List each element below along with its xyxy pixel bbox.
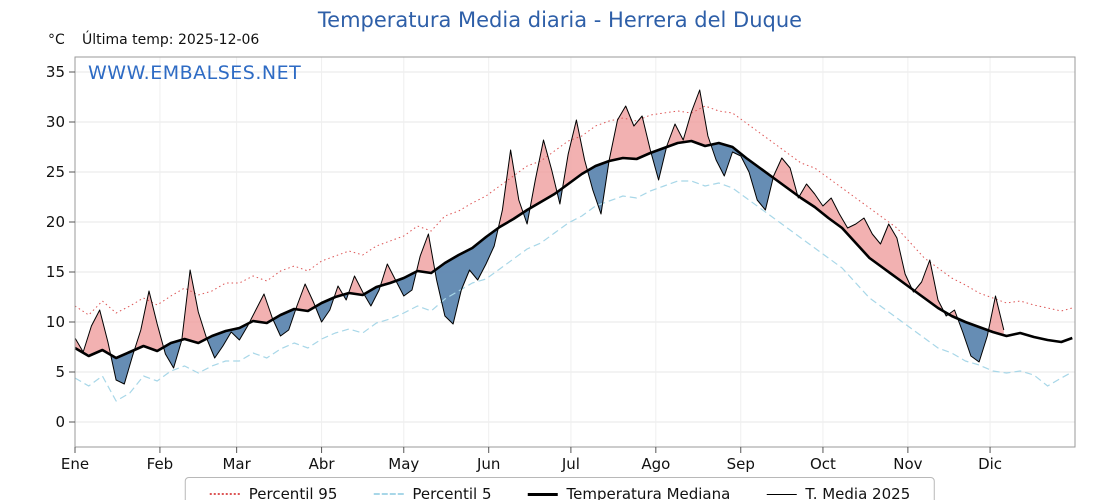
svg-text:5: 5 bbox=[55, 363, 65, 381]
svg-text:Sep: Sep bbox=[727, 455, 755, 473]
svg-text:Feb: Feb bbox=[147, 455, 174, 473]
svg-text:20: 20 bbox=[46, 213, 65, 231]
svg-text:Mar: Mar bbox=[222, 455, 251, 473]
watermark: WWW.EMBALSES.NET bbox=[88, 62, 302, 84]
svg-text:Ago: Ago bbox=[641, 455, 670, 473]
legend-label: Temperatura Mediana bbox=[566, 485, 731, 500]
legend-label: Percentil 5 bbox=[412, 485, 492, 500]
legend-item-percentil-95: Percentil 95 bbox=[209, 485, 338, 500]
percentil-5-line-sample bbox=[373, 493, 404, 495]
svg-text:35: 35 bbox=[46, 63, 65, 81]
svg-text:Oct: Oct bbox=[810, 455, 836, 473]
svg-text:0: 0 bbox=[55, 413, 65, 431]
svg-text:30: 30 bbox=[46, 113, 65, 131]
legend-item-percentil-5: Percentil 5 bbox=[373, 485, 491, 500]
percentil-95-line-sample bbox=[209, 493, 240, 495]
svg-text:25: 25 bbox=[46, 163, 65, 181]
legend: Percentil 95 Percentil 5 Temperatura Med… bbox=[184, 477, 936, 500]
legend-label: T. Media 2025 bbox=[805, 485, 911, 500]
svg-text:Dic: Dic bbox=[978, 455, 1002, 473]
svg-text:Jul: Jul bbox=[561, 455, 580, 473]
svg-text:Nov: Nov bbox=[893, 455, 922, 473]
svg-text:10: 10 bbox=[46, 313, 65, 331]
legend-label: Percentil 95 bbox=[248, 485, 338, 500]
svg-text:Ene: Ene bbox=[61, 455, 89, 473]
page-title: Temperatura Media diaria - Herrera del D… bbox=[317, 8, 803, 32]
svg-text:May: May bbox=[388, 455, 419, 473]
mediana-line-sample bbox=[527, 492, 558, 496]
svg-text:Abr: Abr bbox=[309, 455, 336, 473]
svg-text:Jun: Jun bbox=[476, 455, 500, 473]
t-media-2025-line-sample bbox=[766, 493, 797, 495]
last-temp-label: Última temp: 2025-12-06 bbox=[82, 32, 260, 48]
legend-item-t-media-2025: T. Media 2025 bbox=[766, 485, 910, 500]
svg-text:15: 15 bbox=[46, 263, 65, 281]
legend-item-mediana: Temperatura Mediana bbox=[527, 485, 730, 500]
y-axis-unit-label: °C bbox=[48, 32, 65, 48]
